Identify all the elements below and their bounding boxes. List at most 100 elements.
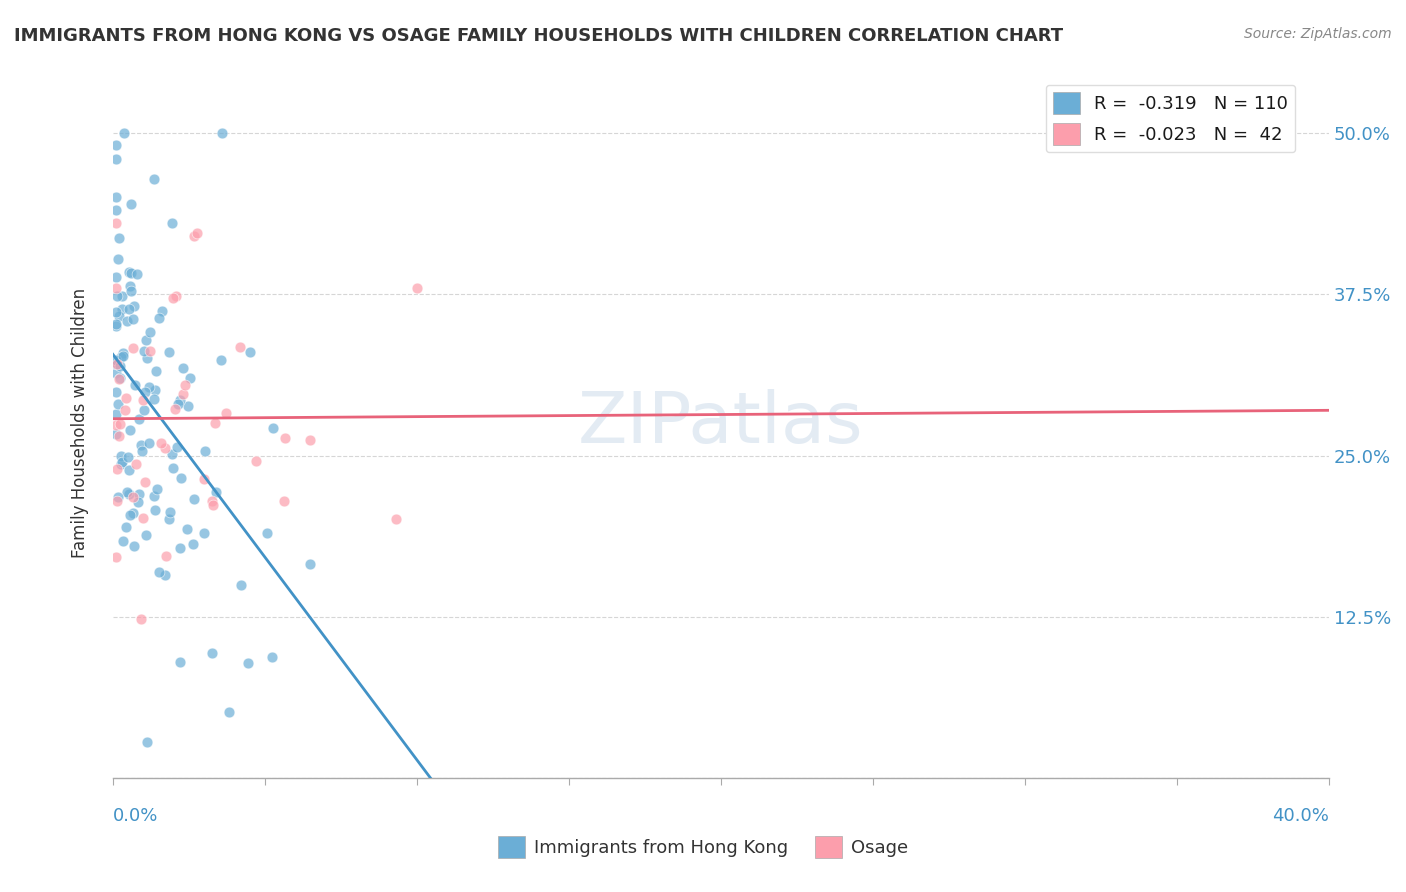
Point: [150, 304, 173, 318]
Point: [107, 396, 129, 410]
Point: [104, 318, 127, 333]
Point: [209, 352, 232, 367]
Point: [262, 421, 284, 435]
Point: [107, 310, 129, 324]
Y-axis label: Family Households with Children: Family Households with Children: [72, 288, 89, 558]
Point: [104, 384, 127, 399]
Point: [104, 417, 127, 432]
Point: [145, 364, 167, 378]
Point: [155, 568, 177, 582]
Point: [229, 578, 252, 592]
Point: [170, 471, 193, 485]
Text: Source: ZipAtlas.com: Source: ZipAtlas.com: [1244, 27, 1392, 41]
Point: [262, 650, 284, 665]
Point: [122, 539, 145, 553]
Point: [107, 490, 129, 504]
Point: [143, 171, 166, 186]
Point: [122, 506, 145, 520]
Point: [176, 522, 198, 536]
Point: [128, 412, 150, 426]
Point: [105, 357, 128, 371]
Point: [193, 443, 215, 458]
Point: [165, 289, 187, 303]
Point: [110, 457, 132, 471]
Point: [218, 705, 240, 719]
Point: [179, 371, 201, 385]
Point: [108, 371, 131, 385]
Point: [162, 292, 184, 306]
Point: [157, 345, 180, 359]
Point: [117, 485, 139, 500]
Point: [155, 549, 177, 564]
Point: [239, 344, 262, 359]
Point: [142, 392, 165, 406]
Point: [114, 403, 136, 417]
Point: [118, 265, 141, 279]
Point: [108, 372, 131, 386]
Point: [104, 407, 127, 421]
Point: [405, 281, 427, 295]
Point: [215, 406, 238, 420]
Point: [135, 351, 157, 365]
Point: [273, 494, 295, 508]
Point: [134, 475, 156, 489]
Point: [169, 393, 191, 408]
Legend: R =  -0.319   N = 110, R =  -0.023   N =  42: R = -0.319 N = 110, R = -0.023 N = 42: [1046, 85, 1295, 153]
Point: [105, 269, 128, 284]
Point: [201, 498, 224, 512]
Point: [172, 387, 194, 401]
Point: [118, 508, 141, 522]
Point: [105, 289, 128, 303]
Point: [108, 429, 131, 443]
Point: [132, 392, 155, 407]
Point: [111, 455, 134, 469]
Point: [204, 485, 226, 500]
Point: [129, 438, 152, 452]
Point: [112, 126, 135, 140]
Point: [138, 435, 160, 450]
Point: [108, 359, 131, 373]
Point: [135, 527, 157, 541]
Point: [120, 266, 142, 280]
Point: [146, 482, 169, 496]
Point: [204, 417, 226, 431]
Point: [111, 349, 134, 363]
Point: [117, 301, 139, 316]
Point: [117, 463, 139, 477]
Text: 0.0%: 0.0%: [112, 807, 159, 825]
Point: [134, 384, 156, 399]
Point: [135, 333, 157, 347]
Point: [128, 487, 150, 501]
Point: [105, 494, 128, 508]
Point: [122, 341, 145, 355]
Point: [122, 299, 145, 313]
Point: [183, 229, 205, 244]
Point: [110, 417, 132, 431]
Point: [115, 391, 138, 405]
Point: [125, 457, 148, 471]
Point: [115, 314, 138, 328]
Point: [201, 646, 224, 660]
Legend: Immigrants from Hong Kong, Osage: Immigrants from Hong Kong, Osage: [491, 829, 915, 865]
Point: [104, 305, 127, 319]
Text: IMMIGRANTS FROM HONG KONG VS OSAGE FAMILY HOUSEHOLDS WITH CHILDREN CORRELATION C: IMMIGRANTS FROM HONG KONG VS OSAGE FAMIL…: [14, 27, 1063, 45]
Point: [104, 367, 127, 381]
Point: [299, 557, 322, 571]
Point: [169, 541, 191, 556]
Point: [149, 436, 172, 450]
Point: [186, 226, 208, 240]
Point: [148, 310, 170, 325]
Point: [299, 433, 322, 447]
Point: [153, 442, 176, 456]
Point: [183, 492, 205, 507]
Point: [120, 284, 142, 298]
Point: [132, 402, 155, 417]
Point: [104, 317, 127, 331]
Point: [201, 494, 224, 508]
Point: [127, 494, 149, 508]
Point: [131, 511, 153, 525]
Point: [211, 126, 233, 140]
Point: [172, 361, 194, 376]
Point: [124, 378, 146, 392]
Point: [122, 311, 145, 326]
